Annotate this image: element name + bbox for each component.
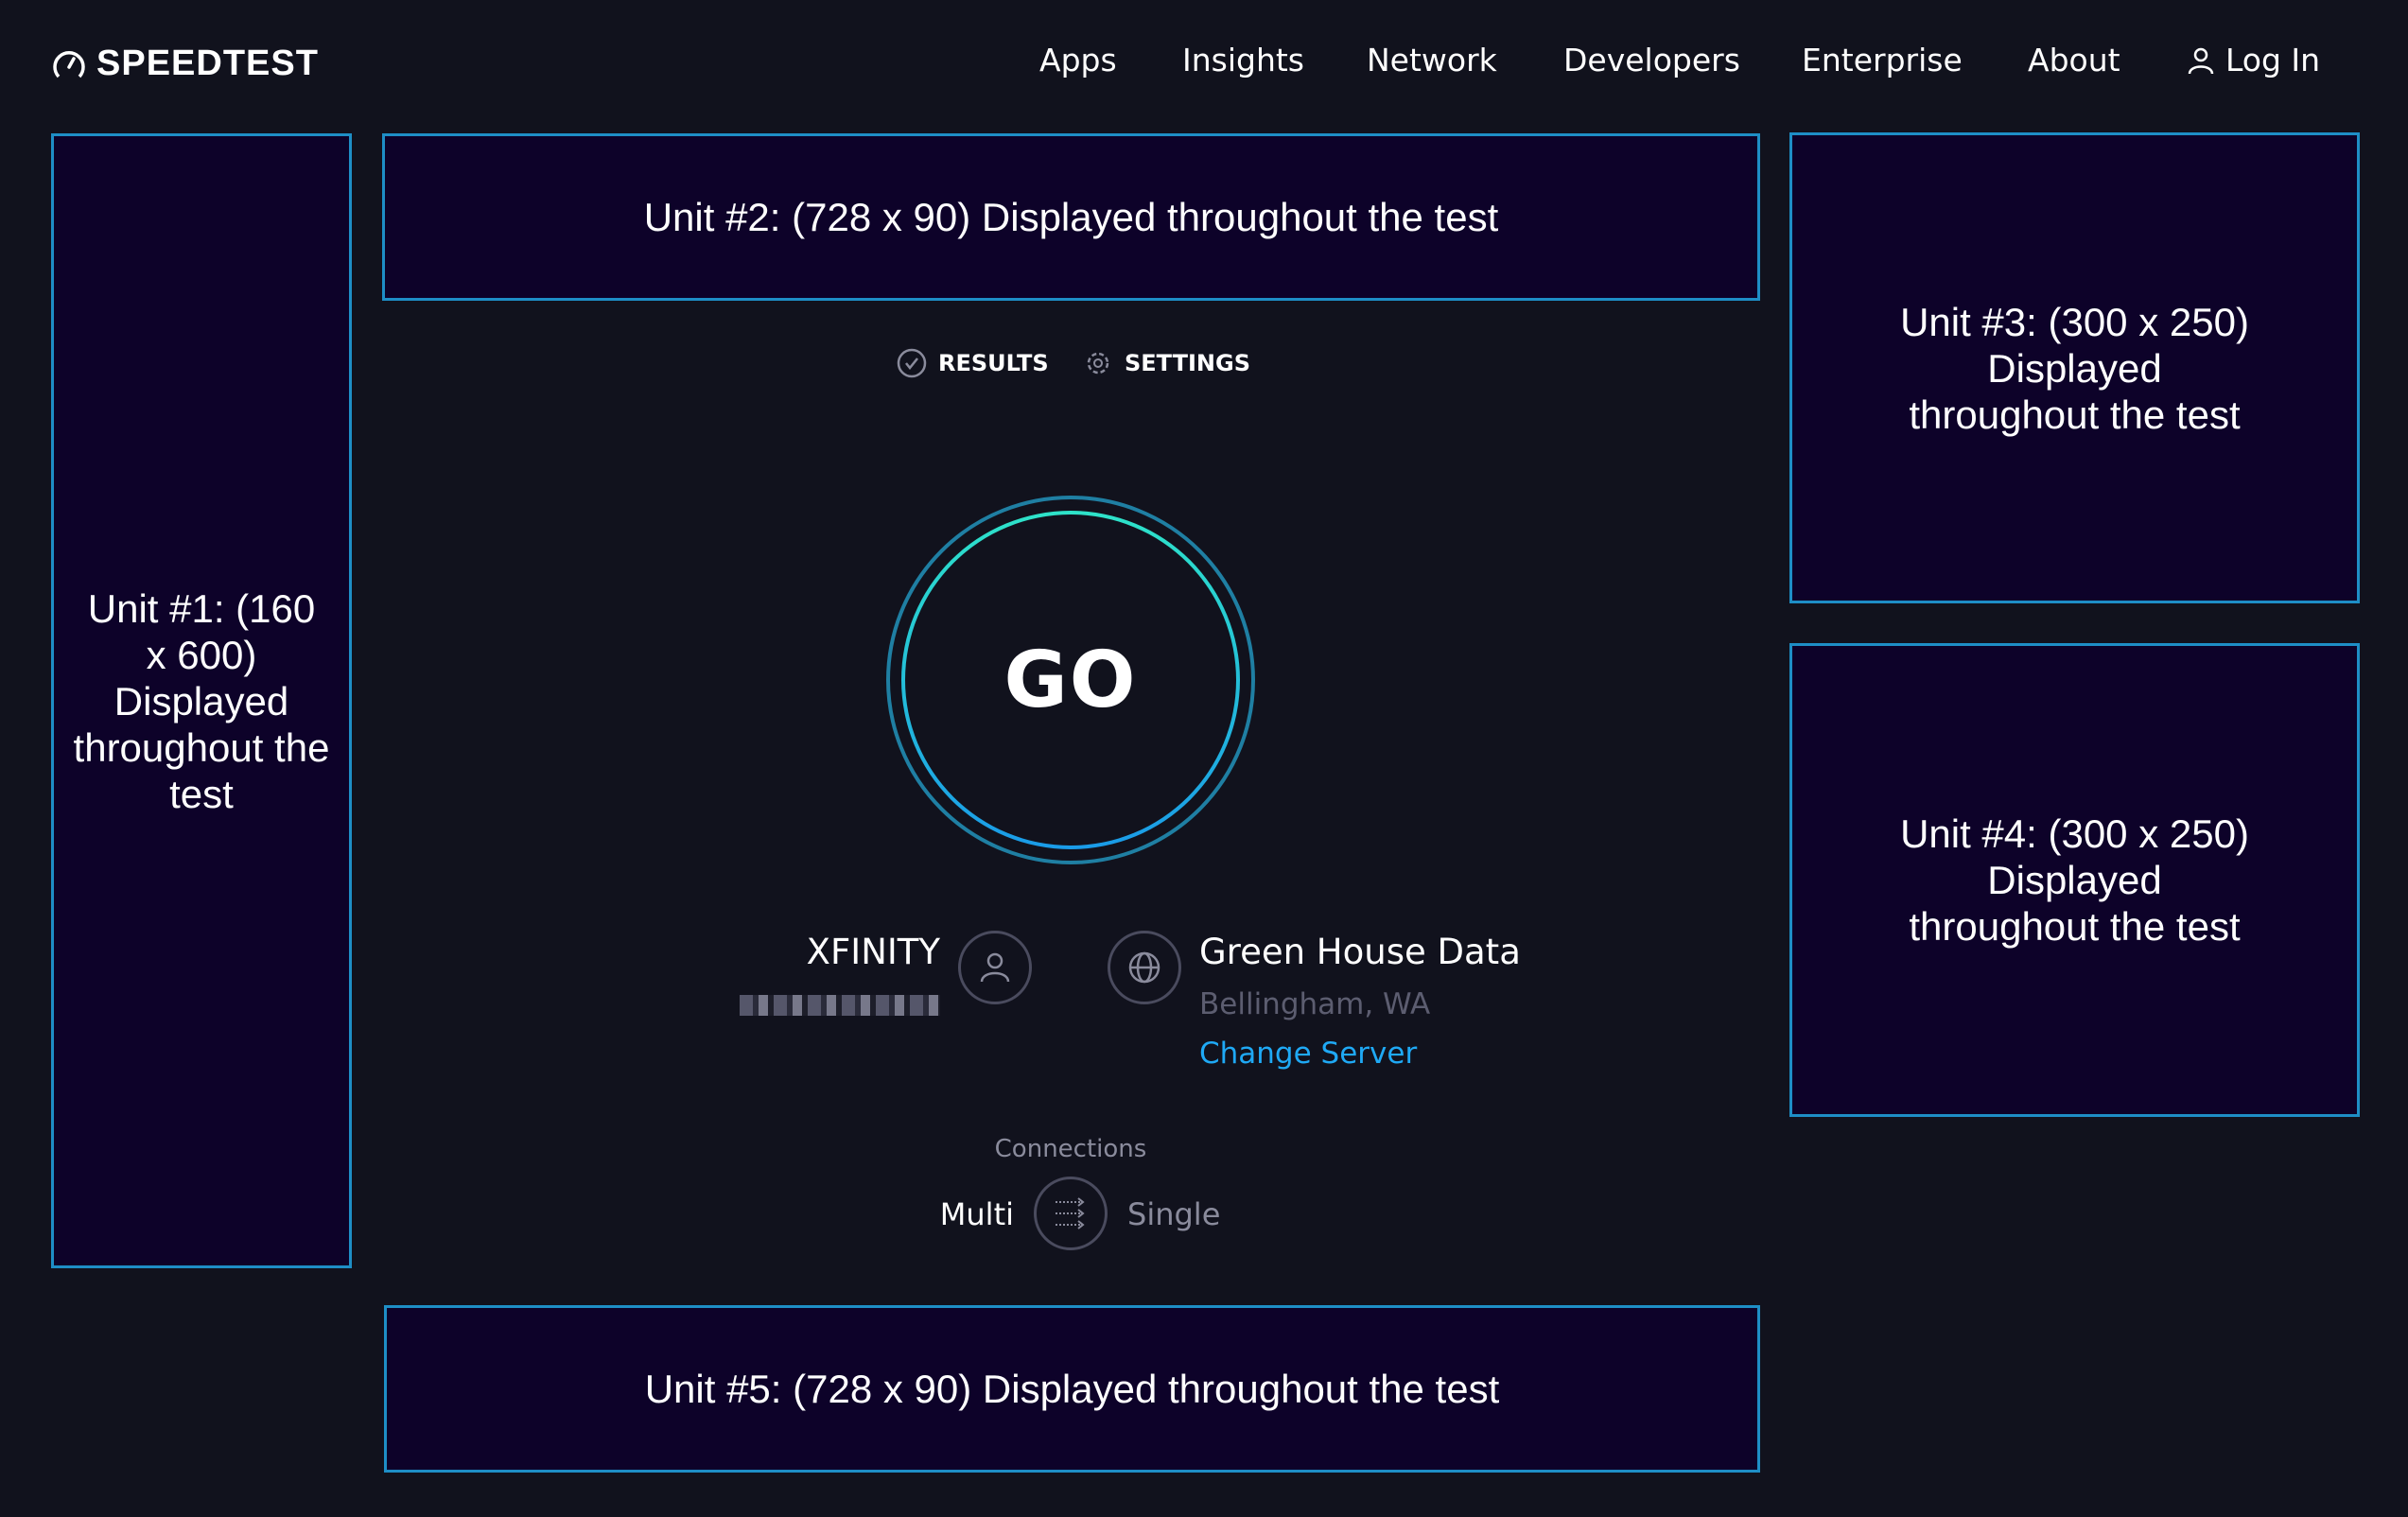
ad-unit-1[interactable]: Unit #1: (160 x 600) Displayed throughou… xyxy=(51,133,352,1268)
tab-settings[interactable]: SETTINGS xyxy=(1083,348,1250,378)
go-ring: GO xyxy=(901,511,1240,849)
nav-apps[interactable]: Apps xyxy=(1039,42,1117,78)
server-name: Green House Data xyxy=(1199,932,1521,972)
nav-about[interactable]: About xyxy=(2028,42,2120,78)
globe-icon xyxy=(1128,951,1160,984)
redacted-ip xyxy=(740,995,940,1016)
logo-text: SPEEDTEST xyxy=(96,44,319,83)
tab-results-label: RESULTS xyxy=(938,350,1049,376)
nav-insights[interactable]: Insights xyxy=(1182,42,1305,78)
speedometer-icon xyxy=(53,50,85,78)
multi-arrows-icon xyxy=(1056,1197,1085,1229)
connections-multi[interactable]: Multi xyxy=(939,1196,1014,1232)
ad-unit-2-text: Unit #2: (728 x 90) Displayed throughout… xyxy=(643,195,1499,239)
isp-name: XFINITY xyxy=(806,932,940,972)
user-icon xyxy=(980,952,1010,983)
tab-settings-label: SETTINGS xyxy=(1125,350,1250,376)
go-label: GO xyxy=(1003,635,1138,725)
nav-network[interactable]: Network xyxy=(1367,42,1497,78)
ad-unit-2[interactable]: Unit #2: (728 x 90) Displayed throughout… xyxy=(382,133,1760,301)
server-location: Bellingham, WA xyxy=(1199,987,1431,1021)
connections-single[interactable]: Single xyxy=(1127,1196,1221,1232)
check-circle-icon xyxy=(897,348,927,378)
gear-icon xyxy=(1087,352,1109,375)
login-link[interactable]: Log In xyxy=(2186,42,2320,78)
nav-developers[interactable]: Developers xyxy=(1563,42,1740,78)
ad-unit-4[interactable]: Unit #4: (300 x 250) Displayed throughou… xyxy=(1789,643,2360,1117)
ad-unit-4-text: Unit #4: (300 x 250) Displayed throughou… xyxy=(1900,811,2249,949)
ad-unit-3[interactable]: Unit #3: (300 x 250) Displayed throughou… xyxy=(1789,132,2360,603)
nav-enterprise[interactable]: Enterprise xyxy=(1802,42,1963,78)
ad-unit-1-text: Unit #1: (160 x 600) Displayed throughou… xyxy=(73,585,330,816)
connections-label: Connections xyxy=(994,1135,1147,1163)
login-label: Log In xyxy=(2225,42,2321,78)
ad-unit-5[interactable]: Unit #5: (728 x 90) Displayed throughout… xyxy=(384,1305,1760,1473)
ad-unit-5-text: Unit #5: (728 x 90) Displayed throughout… xyxy=(644,1367,1500,1411)
server-globe xyxy=(1108,931,1181,1004)
user-icon xyxy=(2188,47,2214,74)
go-button[interactable]: GO xyxy=(886,496,1255,864)
isp-avatar xyxy=(958,931,1032,1004)
change-server-link[interactable]: Change Server xyxy=(1199,1037,1418,1071)
ad-unit-3-text: Unit #3: (300 x 250) Displayed throughou… xyxy=(1900,299,2249,437)
connections-toggle[interactable] xyxy=(1034,1177,1108,1250)
tab-results[interactable]: RESULTS xyxy=(897,348,1049,378)
speedtest-logo[interactable]: SPEEDTEST xyxy=(51,44,319,84)
